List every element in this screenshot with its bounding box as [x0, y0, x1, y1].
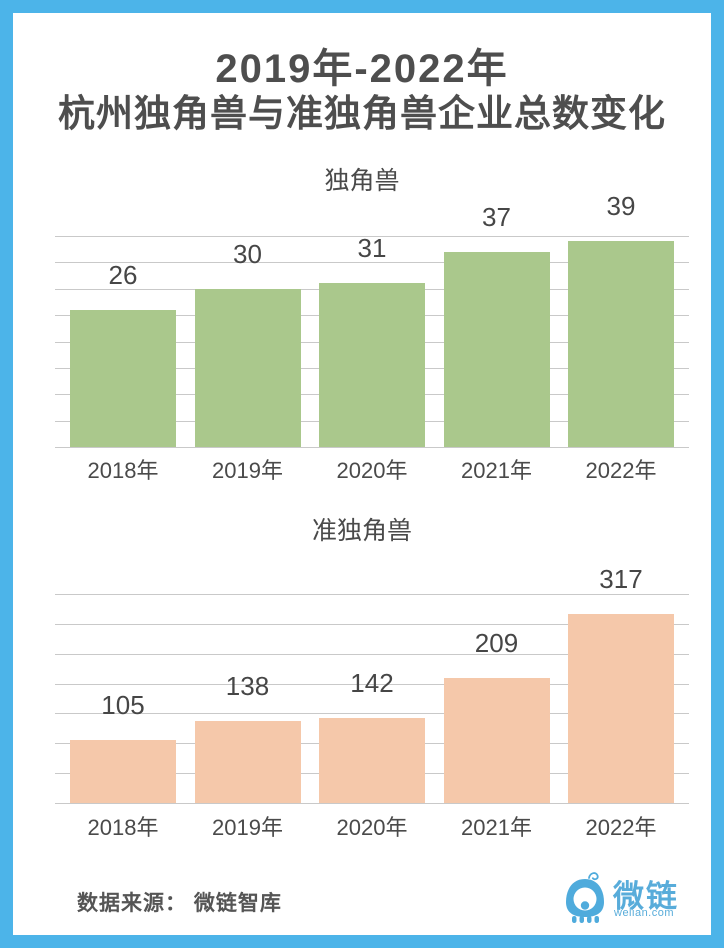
x-axis-label: 2021年 [461, 815, 532, 840]
bar-2021年 [443, 678, 550, 803]
gridline [55, 236, 689, 237]
bar-value-label: 138 [225, 670, 270, 701]
x-axis-label: 2019年 [212, 815, 283, 840]
bar-value-label: 105 [101, 690, 145, 721]
page-title-line-2: 杭州独角兽与准独角兽企业总数变化 [58, 93, 666, 134]
bar-2022年 [568, 241, 674, 447]
logo-brand-text: 微链 [613, 879, 679, 914]
bar-2019年 [194, 288, 301, 447]
gridline [55, 683, 689, 685]
x-axis-label: 2018年 [87, 815, 159, 840]
bar-value-label: 26 [108, 259, 138, 290]
gridline [55, 623, 689, 625]
gridline [55, 262, 689, 264]
bar-2021年 [443, 251, 550, 447]
bar-2018年 [70, 309, 176, 447]
gridline [55, 447, 689, 448]
data-source-label: 数据来源： 微链智库 [77, 892, 282, 915]
x-axis-label: 2022年 [585, 458, 657, 483]
bar-2018年 [70, 740, 176, 803]
bar-value-label: 31 [357, 233, 387, 264]
x-axis-label: 2021年 [461, 458, 532, 483]
bar-2020年 [319, 283, 425, 447]
x-axis-label: 2019年 [212, 458, 283, 483]
chart-quasi-unicorn-title: 准独角兽 [311, 517, 412, 545]
bar-2019年 [194, 720, 301, 803]
chart-unicorn-title: 独角兽 [324, 167, 400, 195]
gridline [55, 594, 689, 595]
bar-value-label: 39 [606, 191, 636, 222]
bar-value-label: 317 [599, 563, 643, 594]
gridline [55, 713, 689, 715]
x-axis-label: 2020年 [336, 815, 408, 840]
logo-domain-text: welian.com [614, 907, 675, 919]
x-axis-label: 2020年 [336, 458, 408, 483]
bar-value-label: 37 [482, 201, 511, 232]
gridline [55, 803, 689, 804]
bar-value-label: 209 [474, 628, 519, 659]
welian-logo: 微链 welian.com [561, 867, 691, 929]
x-axis-label: 2022年 [585, 815, 657, 840]
bar-value-label: 30 [233, 238, 262, 269]
bar-2020年 [319, 718, 425, 803]
page-title-line-1: 2019年-2022年 [215, 47, 509, 91]
gridline [55, 653, 689, 655]
x-axis-label: 2018年 [87, 458, 159, 483]
bar-value-label: 142 [350, 668, 394, 699]
chart-quasi-unicorn: 105 2018年 138 2019年 142 2020年 209 2021年 317 2022年 [13, 13, 711, 935]
mascot-icon [566, 872, 604, 923]
bar-2022年 [568, 613, 674, 803]
chart-unicorn: 26 2018年 30 2019年 31 2020年 37 2021年 39 2022年 [13, 13, 711, 935]
